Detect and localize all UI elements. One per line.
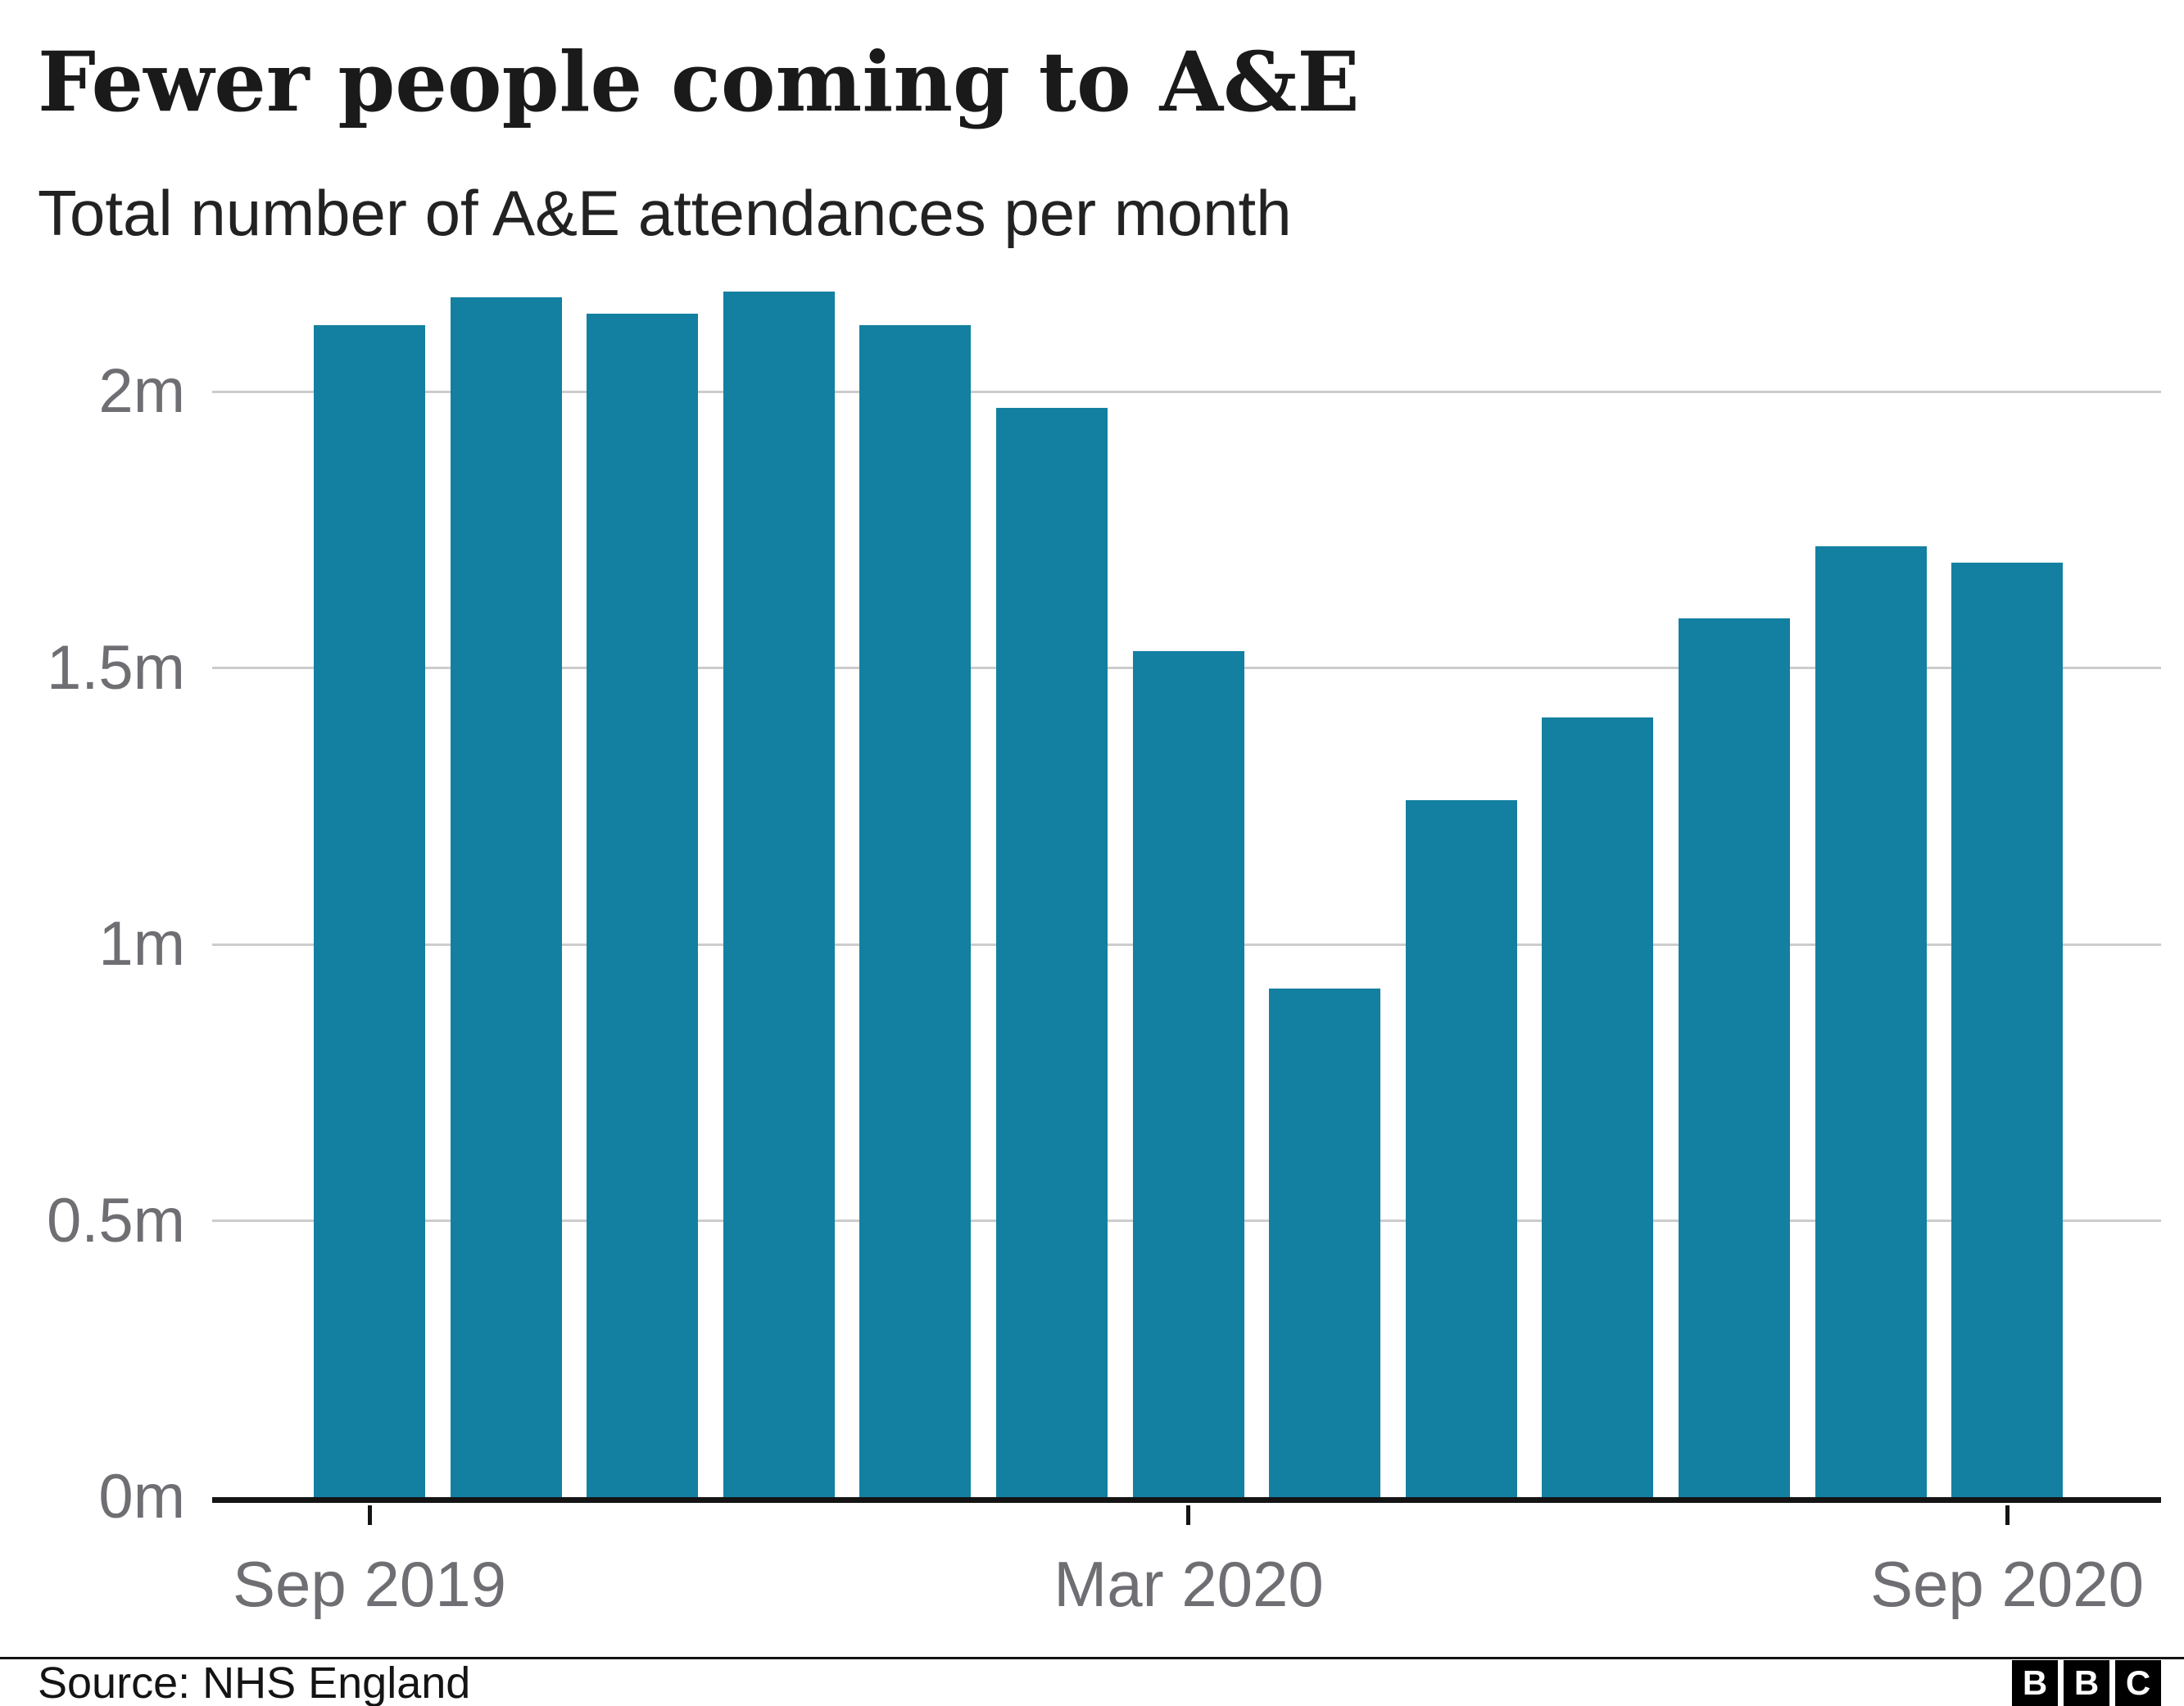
x-axis-tick-label: Mar 2020	[1053, 1548, 1324, 1620]
source-text: Source: NHS England	[38, 1658, 471, 1706]
x-axis-tick	[368, 1505, 372, 1525]
bar	[859, 325, 971, 1497]
x-axis-tick	[2005, 1505, 2010, 1525]
bar	[314, 325, 425, 1497]
bbc-logo-letter-b2: B	[2064, 1659, 2109, 1706]
x-axis-tick	[1186, 1505, 1190, 1525]
bar	[1951, 563, 2063, 1497]
bar	[1269, 989, 1380, 1497]
bar	[1133, 651, 1244, 1497]
y-axis-tick-label: 1.5m	[47, 633, 185, 703]
bar	[451, 297, 562, 1497]
bar	[587, 314, 698, 1497]
gridline	[212, 391, 2161, 393]
bar	[1815, 546, 1927, 1497]
chart-subtitle: Total number of A&E attendances per mont…	[38, 177, 1292, 249]
chart-title: Fewer people coming to A&E	[38, 34, 1360, 130]
bbc-logo: B B C	[2012, 1659, 2161, 1706]
y-axis-tick-label: 0.5m	[47, 1186, 185, 1256]
bar	[1542, 717, 1653, 1497]
x-axis-line	[212, 1497, 2161, 1503]
bar	[996, 408, 1108, 1497]
bar	[723, 292, 835, 1497]
y-axis-tick-label: 2m	[98, 356, 185, 426]
footer: Source: NHS England B B C	[0, 1657, 2184, 1706]
x-axis-tick-label: Sep 2019	[233, 1548, 506, 1620]
bbc-logo-letter-b1: B	[2012, 1659, 2058, 1706]
bar	[1406, 800, 1517, 1497]
y-axis-tick-label: 1m	[98, 909, 185, 979]
x-axis-tick-label: Sep 2020	[1870, 1548, 2144, 1620]
y-axis-tick-label: 0m	[98, 1462, 185, 1532]
bar	[1679, 618, 1790, 1497]
bbc-logo-letter-c: C	[2115, 1659, 2161, 1706]
